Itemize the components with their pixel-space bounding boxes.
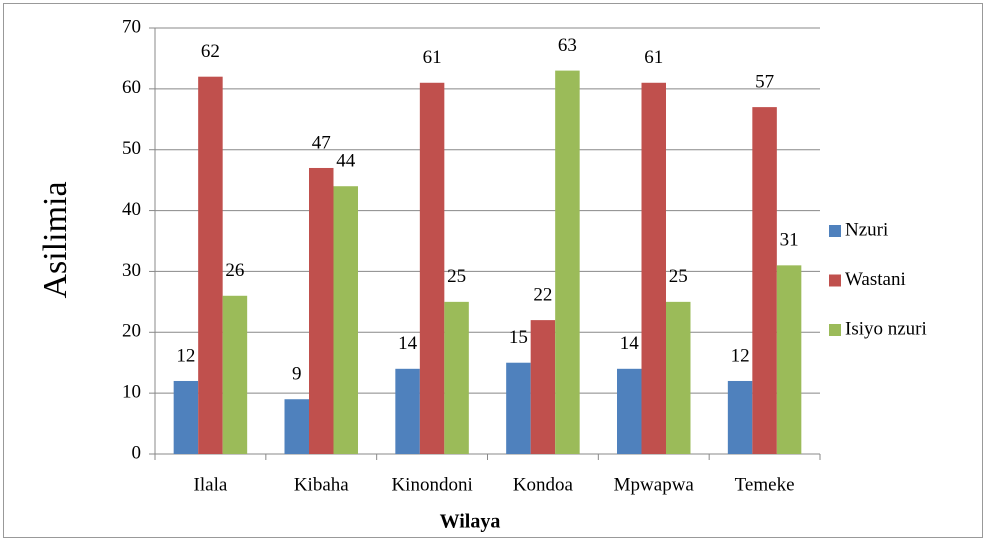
data-label: 61: [644, 47, 663, 68]
x-tick-label: Mpwapwa: [614, 474, 695, 495]
bar: [444, 301, 469, 454]
bar: [666, 301, 691, 454]
x-tick-label: Ilala: [194, 474, 228, 495]
legend-label: Isiyo nzuri: [845, 318, 927, 339]
data-label: 25: [447, 266, 466, 287]
bar: [395, 368, 420, 454]
x-tick-label: Kondoa: [513, 474, 574, 495]
y-tick-label: 40: [122, 199, 141, 220]
data-label: 14: [620, 333, 640, 354]
bar: [641, 82, 666, 455]
y-axis-label: Asilimia: [37, 181, 74, 298]
bar: [555, 70, 580, 454]
y-tick-label: 50: [122, 138, 141, 159]
bar: [309, 167, 334, 454]
y-tick-label: 10: [122, 382, 141, 403]
bar: [198, 76, 223, 454]
bar: [530, 320, 556, 454]
x-tick-label: Kinondoni: [391, 474, 472, 495]
y-tick-label: 30: [122, 260, 141, 281]
y-tick-label: 70: [122, 16, 141, 37]
data-label: 62: [201, 41, 220, 62]
data-label: 47: [312, 132, 331, 153]
x-tick-label: Kibaha: [294, 474, 349, 495]
bar: [222, 295, 248, 454]
data-label: 57: [755, 71, 774, 92]
legend-swatch: [829, 274, 841, 287]
x-axis-label: Wilaya: [440, 511, 501, 533]
bar: [173, 380, 199, 454]
data-label: 31: [780, 230, 799, 251]
bar: [617, 368, 642, 454]
data-label: 44: [336, 151, 356, 172]
y-tick-label: 60: [122, 77, 141, 98]
data-label: 12: [176, 345, 195, 366]
legend-label: Wastani: [845, 269, 906, 290]
bar: [419, 82, 445, 455]
chart-border: [3, 3, 983, 538]
legend-swatch: [829, 225, 841, 237]
legend-swatch: [829, 324, 841, 336]
bar: [752, 107, 777, 454]
x-tick-label: Temeke: [735, 474, 795, 495]
bar: [776, 265, 802, 454]
data-label: 25: [669, 266, 688, 287]
data-label: 63: [558, 35, 577, 56]
data-label: 15: [509, 327, 528, 348]
bar: [333, 186, 358, 454]
data-label: 12: [731, 345, 750, 366]
data-label: 61: [423, 47, 442, 68]
bar: [727, 380, 753, 454]
legend-label: Nzuri: [845, 219, 888, 240]
data-label: 14: [398, 333, 418, 354]
y-tick-label: 20: [122, 321, 141, 342]
data-label: 9: [292, 364, 302, 385]
data-label: 26: [225, 260, 244, 281]
bar: [284, 399, 309, 454]
y-tick-label: 0: [132, 442, 142, 463]
bar: [506, 362, 531, 454]
data-label: 22: [533, 284, 552, 305]
